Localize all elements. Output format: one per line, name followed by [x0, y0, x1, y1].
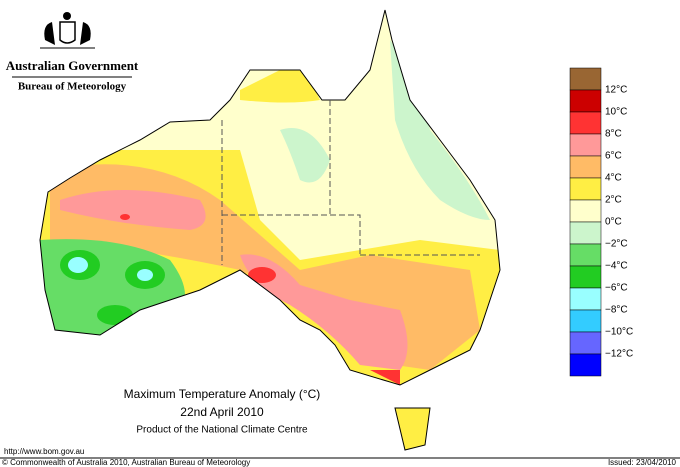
legend-label: −12°C: [605, 349, 633, 360]
copyright: © Commonwealth of Australia 2010, Austra…: [2, 458, 250, 467]
legend-swatch: [569, 199, 602, 223]
legend: 12°C 10°C 8°C 6°C 4°C 2°C 0°C −2°C −4°C −6°C −8°C −…: [569, 67, 633, 377]
bureau: Bureau of Meteorology: [18, 81, 127, 93]
legend-swatch: [569, 353, 602, 377]
legend-swatch: [569, 221, 602, 245]
legend-label: 10°C: [605, 107, 627, 118]
legend-swatch: [569, 265, 602, 289]
legend-label: 0°C: [605, 217, 622, 228]
legend-label: −4°C: [605, 261, 628, 272]
title: Maximum Temperature Anomaly (°C): [124, 387, 321, 401]
legend-label: 2°C: [605, 195, 622, 206]
date: 22nd April 2010: [180, 405, 264, 419]
url: http://www.bom.gov.au: [4, 447, 84, 456]
legend-swatch: [569, 89, 602, 113]
legend-swatch: [569, 67, 602, 91]
legend-label: −10°C: [605, 327, 633, 338]
product: Product of the National Climate Centre: [136, 425, 308, 436]
legend-label: 4°C: [605, 173, 622, 184]
legend-swatch: [569, 111, 602, 135]
government: Australian Government: [6, 58, 139, 73]
legend-swatch: [569, 243, 602, 267]
legend-label: 6°C: [605, 151, 622, 162]
legend-label: −6°C: [605, 283, 628, 294]
legend-swatch: [569, 331, 602, 355]
legend-label: −8°C: [605, 305, 628, 316]
legend-label: 8°C: [605, 129, 622, 140]
legend-swatch: [569, 287, 602, 311]
legend-swatch: [569, 133, 602, 157]
issued: Issued: 23/04/2010: [608, 458, 677, 467]
legend-swatch: [569, 155, 602, 179]
legend-label: 12°C: [605, 85, 627, 96]
legend-swatch: [569, 177, 602, 201]
legend-label: −2°C: [605, 239, 628, 250]
legend-swatch: [569, 309, 602, 333]
logo: [40, 12, 95, 49]
